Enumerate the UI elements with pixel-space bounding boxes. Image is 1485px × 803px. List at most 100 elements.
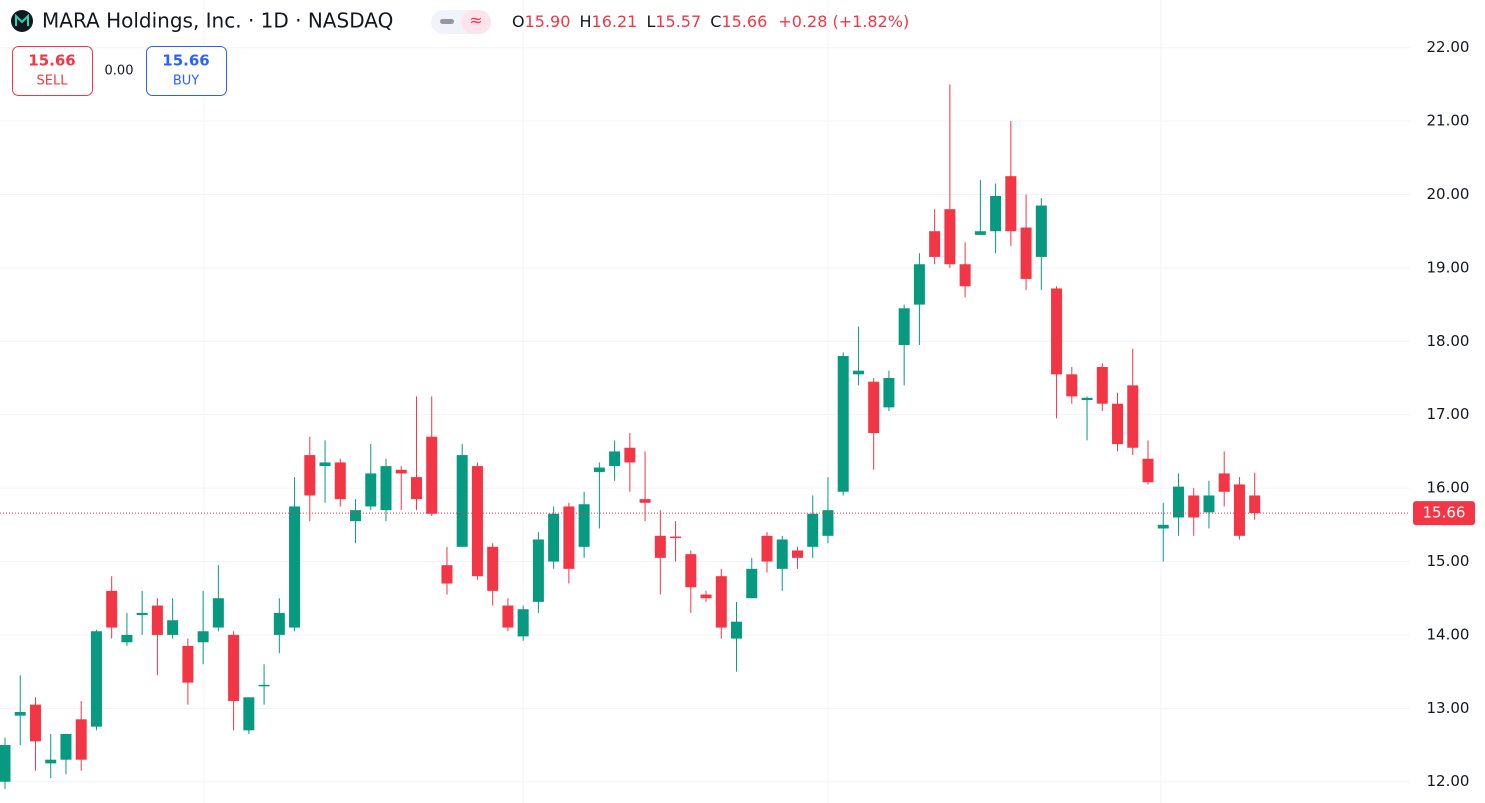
candle-body xyxy=(578,504,590,547)
candle-body xyxy=(167,620,179,635)
candle-body xyxy=(1005,176,1017,232)
ohlc-label: H xyxy=(580,12,592,31)
candle-body xyxy=(883,378,895,408)
candle-body xyxy=(944,209,956,265)
candle-body xyxy=(319,462,331,467)
buy-label: BUY xyxy=(173,74,199,89)
y-tick-label: 19.00 xyxy=(1427,258,1470,276)
spread: 0.00 xyxy=(105,64,134,79)
candle-body xyxy=(410,477,422,500)
y-tick-label: 18.00 xyxy=(1427,332,1470,350)
ohlc-label: C xyxy=(710,12,721,31)
candle-body xyxy=(593,467,605,472)
candle-body xyxy=(182,645,194,683)
ohlc-label: O xyxy=(512,12,525,31)
ohlc-value: 16.21 xyxy=(592,12,638,31)
sell-label: SELL xyxy=(37,74,69,89)
y-tick-label: 12.00 xyxy=(1427,772,1470,790)
ohlc-value: 15.90 xyxy=(525,12,571,31)
candle-body xyxy=(289,506,301,628)
y-tick-label: 22.00 xyxy=(1427,38,1470,56)
candle-body xyxy=(1203,495,1215,513)
candle-body xyxy=(898,308,910,345)
y-tick-label: 14.00 xyxy=(1427,625,1470,643)
toggle-icon xyxy=(440,19,454,24)
candle-body xyxy=(822,510,834,536)
candle-body xyxy=(731,621,743,639)
candle-body xyxy=(1020,227,1032,279)
candle-body xyxy=(974,231,986,235)
candle-body xyxy=(1081,397,1093,401)
y-tick-label: 20.00 xyxy=(1427,185,1470,203)
candle-body xyxy=(532,539,544,602)
logo-mark xyxy=(15,13,29,26)
candle-body xyxy=(29,704,41,742)
candle-body xyxy=(471,466,483,577)
candle-body xyxy=(273,612,285,635)
candle-body xyxy=(700,594,712,599)
candle-body xyxy=(45,759,57,764)
candle-body xyxy=(1066,374,1078,397)
candle-body xyxy=(426,436,438,514)
candle-body xyxy=(75,719,87,760)
ohlc-label: L xyxy=(646,12,655,31)
candle-body xyxy=(258,684,270,687)
candle-body xyxy=(761,535,773,562)
candle-body xyxy=(60,734,72,760)
candle-body xyxy=(1142,458,1154,483)
buy-button[interactable] xyxy=(146,46,227,96)
sell-price: 15.66 xyxy=(28,52,75,70)
candle-body xyxy=(685,554,697,588)
candle-body xyxy=(990,195,1002,232)
candle-body xyxy=(791,550,803,558)
candle-body xyxy=(807,513,819,547)
ohlc-value: 15.66 xyxy=(721,12,767,31)
candle-body xyxy=(929,231,941,257)
candle-body xyxy=(563,506,575,569)
candle-body xyxy=(1035,205,1047,257)
y-tick-label: 17.00 xyxy=(1427,405,1470,423)
candle-body xyxy=(197,631,209,643)
candle-body xyxy=(776,539,788,569)
symbol-title: MARA Holdings, Inc. · 1D · NASDAQ xyxy=(42,9,393,33)
ohlc-value: 15.57 xyxy=(655,12,701,31)
ohlc-readout: O15.90 H16.21 L15.57 C15.66 +0.28 (+1.82… xyxy=(512,12,909,31)
sell-button[interactable] xyxy=(12,46,93,96)
candle-body xyxy=(837,355,849,492)
candle-body xyxy=(1188,495,1200,518)
candle-body xyxy=(746,568,758,599)
candle-body xyxy=(456,455,468,547)
candle-body xyxy=(715,576,727,628)
candle-body xyxy=(151,605,163,635)
toggle-active[interactable] xyxy=(461,10,491,34)
candle-body xyxy=(121,634,133,643)
candle-body xyxy=(1249,495,1261,514)
candle-body xyxy=(90,631,102,727)
candle-body xyxy=(395,469,407,474)
candle-body xyxy=(1051,288,1063,375)
candle-body xyxy=(304,455,316,496)
candle-body xyxy=(624,447,636,463)
candle-body xyxy=(350,510,362,522)
candle-body xyxy=(14,711,26,716)
candle-body xyxy=(1157,524,1169,529)
candle-body xyxy=(106,590,118,628)
candle-body xyxy=(334,462,346,500)
candle-body xyxy=(365,473,377,507)
candle-body xyxy=(441,565,453,584)
candle-body xyxy=(1112,403,1124,445)
candle-body xyxy=(1096,367,1108,404)
candle-body xyxy=(243,697,255,731)
candle-body xyxy=(852,370,864,375)
candle-body xyxy=(913,264,925,305)
candle-body xyxy=(517,609,529,637)
time-grid xyxy=(203,0,1162,803)
candle-body xyxy=(136,612,148,616)
candle-body xyxy=(670,536,682,539)
candle-body xyxy=(487,546,499,591)
y-tick-label: 13.00 xyxy=(1427,699,1470,717)
candle-body xyxy=(609,451,621,467)
candle-body xyxy=(639,499,651,503)
